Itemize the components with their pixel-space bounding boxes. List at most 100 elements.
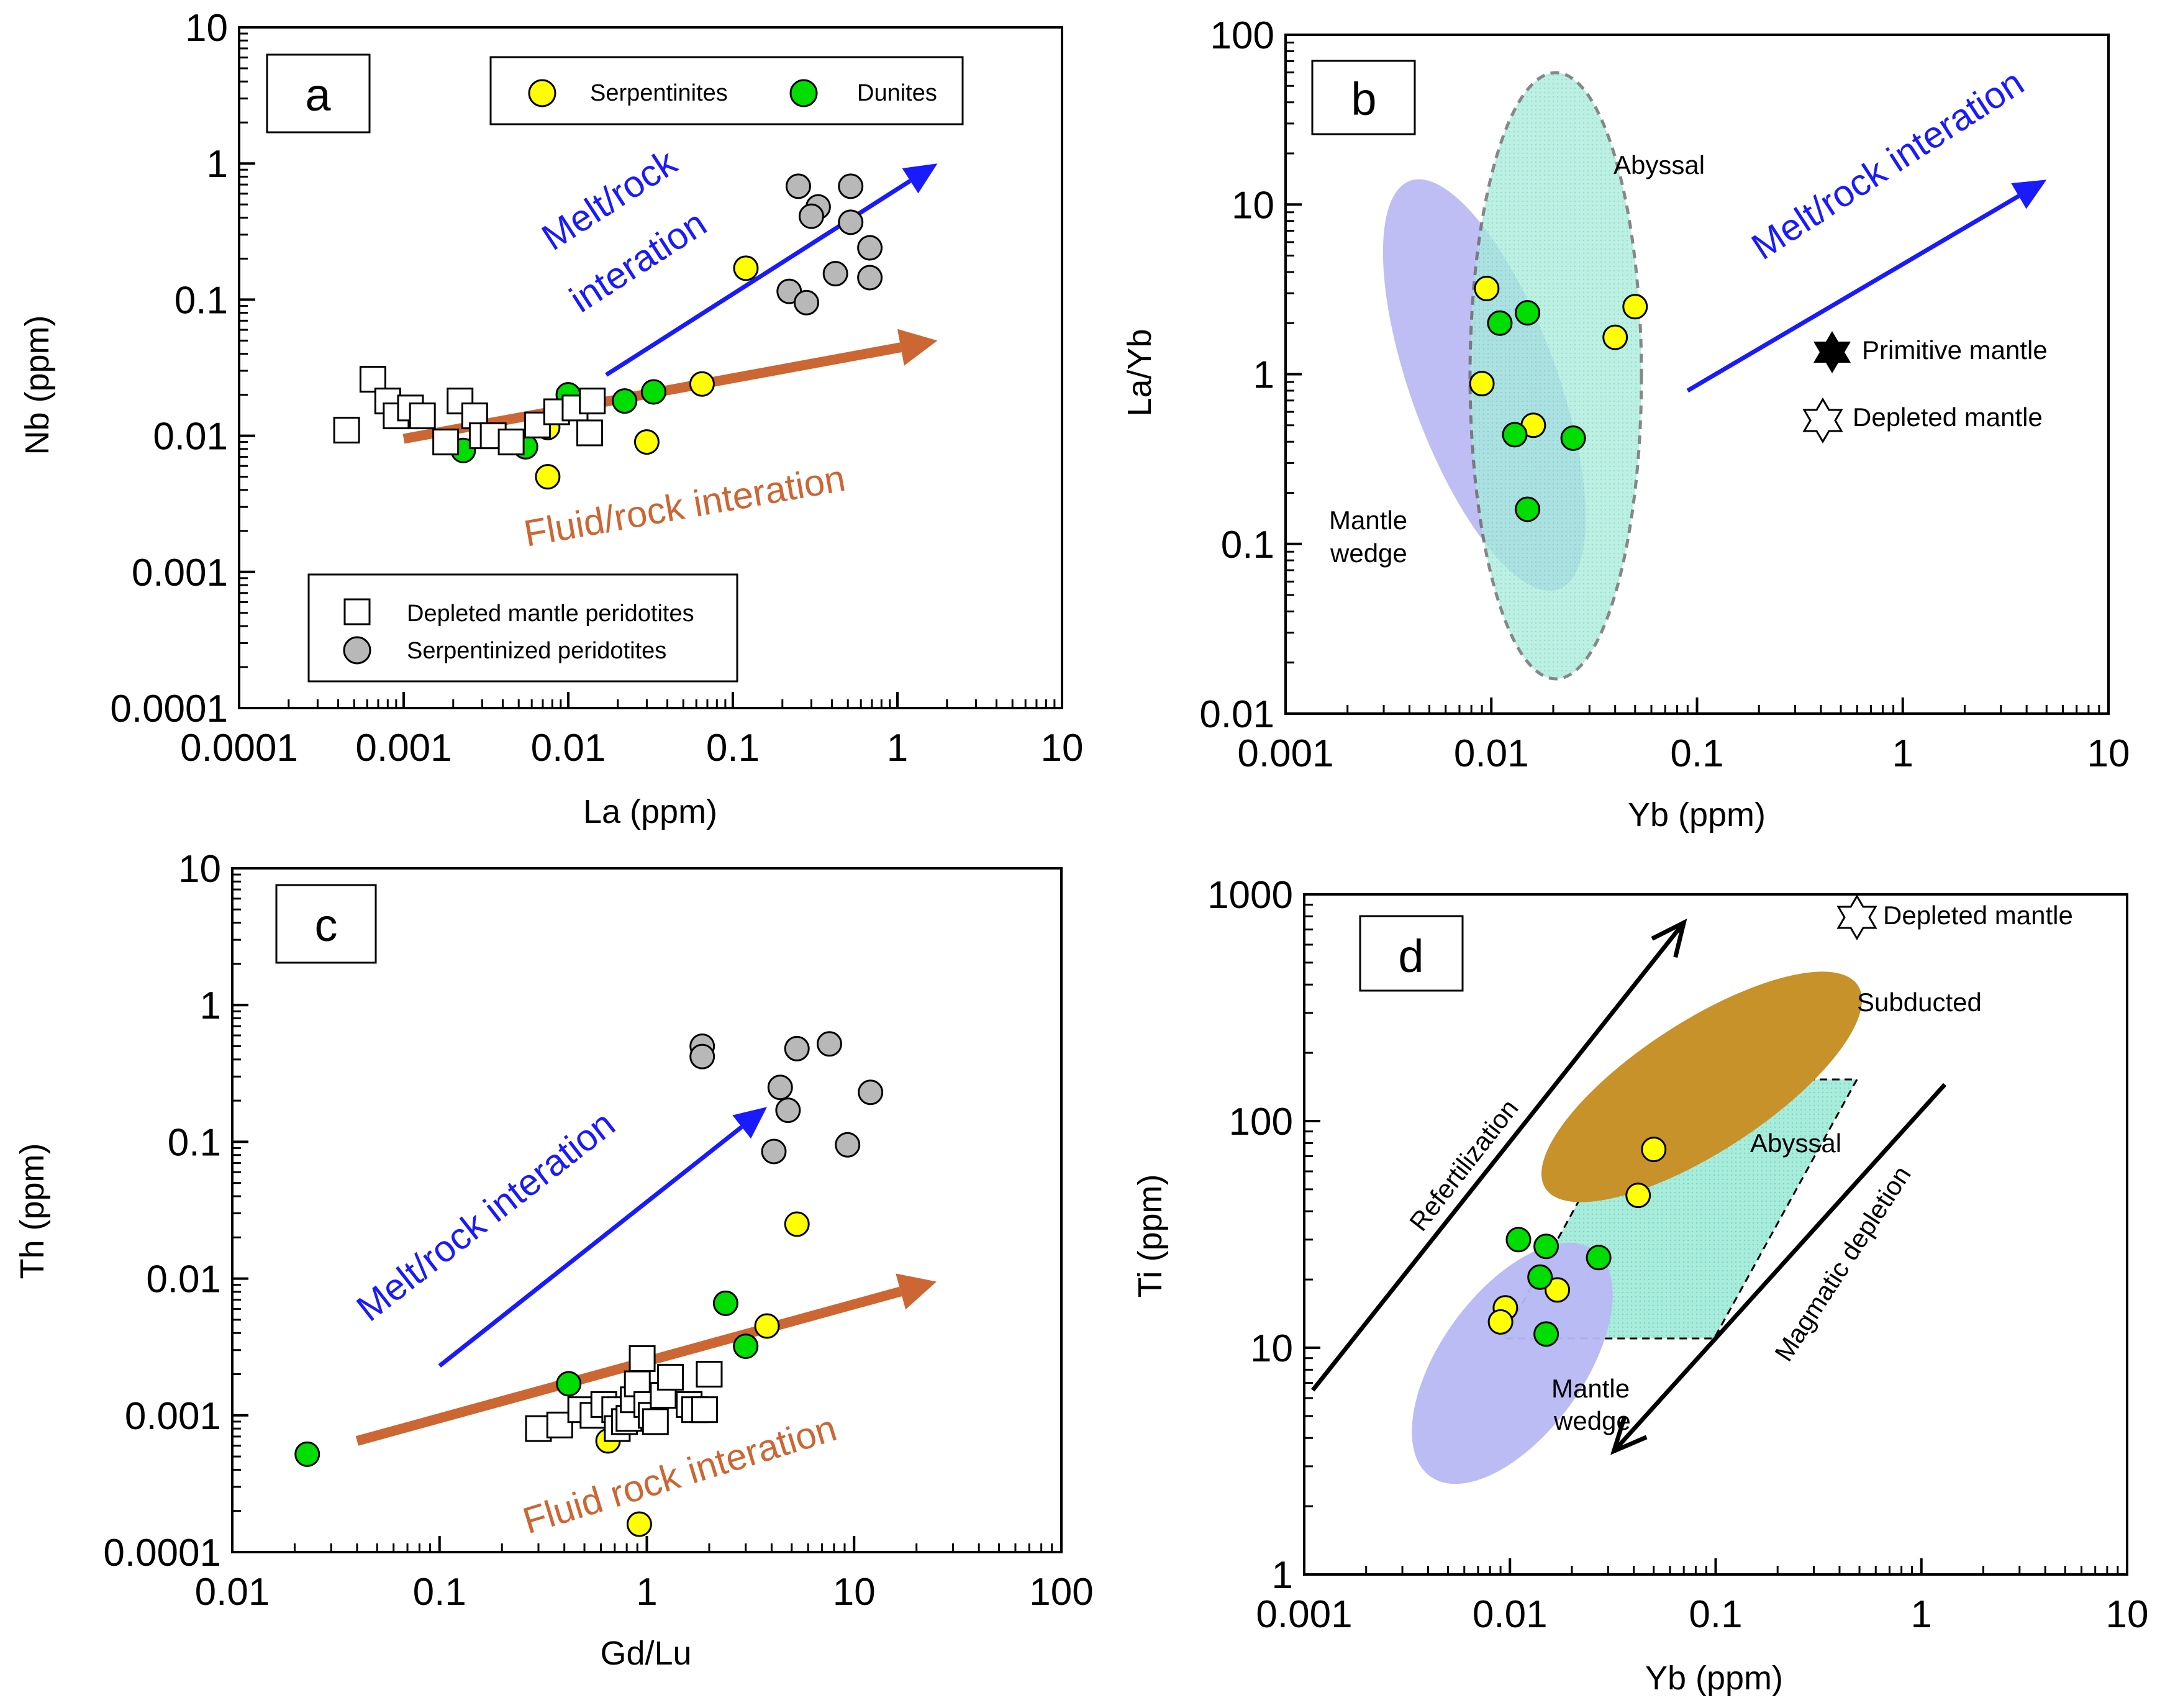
ticks-c: 0.01 0.1 1 10 100 0.0001 0.001 0.01 0.1 1 10 <box>103 848 1093 1614</box>
legend-label-serpentinized-peridotites: Serpentinized peridotites <box>407 638 666 664</box>
points-c <box>294 1031 884 1537</box>
y-tick-label: 1 <box>1272 1554 1293 1597</box>
data-point-serpentinite <box>626 1511 652 1537</box>
legend-label-depleted-peridotites: Depleted mantle peridotites <box>407 601 694 627</box>
data-point-dunite <box>1487 310 1513 336</box>
x-tick-label: 1 <box>636 1571 657 1614</box>
legend-marker-serpentinite <box>528 79 556 107</box>
data-point-serpentinite <box>633 429 660 455</box>
arrows-b <box>1686 179 2047 393</box>
data-point-dunite <box>1515 300 1541 326</box>
data-point-depleted <box>447 388 474 415</box>
x-tick-label: 10 <box>833 1571 876 1614</box>
data-point-dunite <box>1586 1245 1612 1271</box>
symbol-depleted-mantle-d: Depleted mantle <box>1836 894 2073 940</box>
y-axis-label-b: La/Yb <box>1121 329 1158 416</box>
y-axis-label-d: Ti (ppm) <box>1132 1174 1169 1298</box>
data-point-serpentinized <box>857 265 883 291</box>
field-abyssal-b <box>1468 71 1643 681</box>
y-tick-label: 1000 <box>1207 874 1293 917</box>
x-axis-label-c: Gd/Lu <box>600 1635 691 1672</box>
symbol-depleted-mantle-b: Depleted mantle <box>1802 397 2043 443</box>
y-tick-label: 0.0001 <box>103 1532 221 1574</box>
data-point-dunite <box>612 388 638 414</box>
x-axis-label-a: La (ppm) <box>583 793 717 830</box>
data-point-serpentinized <box>857 235 883 261</box>
data-point-serpentinized <box>793 289 819 316</box>
y-tick-label: 0.001 <box>125 1395 221 1438</box>
data-point-serpentinite <box>1474 275 1500 301</box>
data-point-serpentinized <box>798 203 824 229</box>
y-tick-label: 0.0001 <box>110 688 228 730</box>
field-label-abyssal-b: Abyssal <box>1614 150 1705 179</box>
data-point-serpentinized <box>822 261 848 287</box>
y-tick-label: 1 <box>1253 354 1274 397</box>
field-mantle-wedge-d <box>1412 1242 1613 1484</box>
field-label-mantle-line1-d: Mantle <box>1551 1374 1630 1403</box>
panel-a: 0.0001 0.001 0.01 0.1 1 10 0.0001 0.001 0.01 0.1 1… <box>19 7 1083 830</box>
data-point-depleted <box>333 417 360 444</box>
y-tick-label: 0.1 <box>1221 524 1274 566</box>
data-point-serpentinized <box>775 1097 801 1124</box>
data-point-depleted <box>432 429 460 456</box>
panel-tag-b: b <box>1351 73 1376 125</box>
field-label-abyssal-d: Abyssal <box>1750 1129 1841 1158</box>
data-point-dunite <box>1560 425 1586 451</box>
x-tick-label: 0.1 <box>413 1571 466 1614</box>
legend-label-serpentinites: Serpentinites <box>590 80 728 106</box>
field-label-subducted-d: Subducted <box>1857 988 1982 1017</box>
data-point-serpentinized <box>816 1031 842 1057</box>
data-point-depleted <box>409 402 436 430</box>
x-tick-label: 0.01 <box>1473 1593 1548 1636</box>
arrow-shaft <box>1615 1083 1947 1450</box>
x-tick-label: 0.0001 <box>180 727 298 770</box>
x-tick-label: 0.1 <box>1689 1593 1742 1636</box>
data-point-serpentinized <box>689 1043 715 1070</box>
arrow-label-fluid-a: Fluid/rock interation <box>521 457 848 555</box>
data-point-serpentinized <box>838 209 864 235</box>
arrow-head <box>1651 919 1687 958</box>
arrow-head <box>902 163 938 194</box>
data-point-serpentinized <box>838 173 864 199</box>
legend-top-a: Serpentinites Dunites <box>489 56 964 125</box>
y-tick-label: 100 <box>1210 14 1274 57</box>
data-point-dunite <box>294 1441 320 1467</box>
panel-tag-box-b <box>1311 60 1416 135</box>
arrow-label-melt-b: Melt/rock interation <box>1745 61 2031 268</box>
ticks-a: 0.0001 0.001 0.01 0.1 1 10 0.0001 0.001 0.01 0.1 1… <box>110 7 1083 770</box>
data-point-serpentinite <box>1625 1183 1651 1209</box>
data-point-dunite <box>733 1333 759 1360</box>
x-tick-label: 0.1 <box>1670 732 1723 775</box>
data-point-dunite <box>1527 1264 1553 1290</box>
y-tick-label: 0.01 <box>153 416 228 458</box>
legend-bottom-a: Depleted mantle peridotites Serpentinize… <box>307 573 738 683</box>
points-b <box>1469 275 1648 522</box>
symbol-primitive-mantle-b: Primitive mantle <box>1813 331 2048 373</box>
y-axis-label-c: Th (ppm) <box>14 1143 51 1279</box>
arrows-a <box>402 163 938 444</box>
data-point-serpentinized <box>785 173 811 199</box>
data-point-depleted <box>629 1345 656 1372</box>
panel-tag-box-a <box>266 53 371 134</box>
panel-d: 0.001 0.01 0.1 1 10 1 10 100 1000 d Subducted Ab… <box>1132 874 2148 1697</box>
y-tick-label: 0.01 <box>1199 693 1274 736</box>
x-tick-label: 0.01 <box>1454 732 1529 775</box>
panel-tag-a: a <box>305 69 331 120</box>
data-point-serpentinite <box>1641 1137 1667 1163</box>
data-point-serpentinite <box>733 255 759 281</box>
x-tick-label: 0.01 <box>531 727 606 770</box>
arrow-head <box>732 1107 768 1139</box>
plot-frame-a <box>238 26 1063 709</box>
x-tick-label: 100 <box>1029 1571 1093 1614</box>
panel-tag-box-c <box>275 884 377 964</box>
y-axis-label-a: Nb (ppm) <box>19 315 56 455</box>
data-point-dunite <box>640 379 666 405</box>
data-point-serpentinite <box>1622 294 1648 320</box>
data-point-dunite <box>1515 496 1541 522</box>
data-point-dunite <box>712 1290 738 1316</box>
arrow-shaft <box>438 1125 743 1368</box>
data-point-serpentinite <box>689 371 715 397</box>
field-label-mantle-line1-b: Mantle <box>1329 506 1407 535</box>
